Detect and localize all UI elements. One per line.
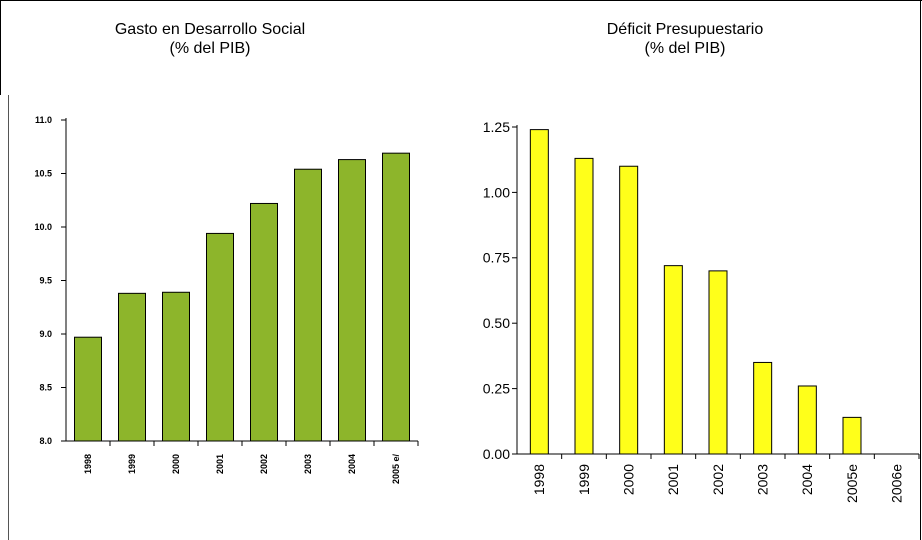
left-chart-y-tick-label: 11.0 xyxy=(35,115,52,125)
right-chart-bar xyxy=(619,165,639,455)
right-chart-x-tick-label: 2000 xyxy=(621,464,637,495)
left-chart-y-tick-label: 9.5 xyxy=(39,276,52,286)
social-spending-chart: 8.0 8.5 9.0 9.5 10.0 10.5 11.0 1998 1999 2000 2001… xyxy=(9,96,421,540)
right-chart-y-tick-label: 0.25 xyxy=(483,381,510,397)
left-chart-bar xyxy=(382,152,410,442)
left-chart-x-tick-label: 1999 xyxy=(127,454,137,474)
right-chart-x-tick-label: 2004 xyxy=(799,464,815,495)
right-chart-y-tick-label: 0.50 xyxy=(483,315,510,331)
left-chart-bar xyxy=(206,232,234,442)
right-chart-bar xyxy=(753,361,773,455)
left-chart-x-tick-label: 2003 xyxy=(303,454,313,474)
right-chart-x-tick-label: 2002 xyxy=(710,464,726,495)
right-chart-subtitle: (% del PIB) xyxy=(644,40,726,57)
right-chart-title: Déficit Presupuestario (% del PIB) xyxy=(520,20,850,58)
right-chart-title-text: Déficit Presupuestario xyxy=(606,21,764,38)
left-chart-x-tick-label: 2005 e/ xyxy=(391,454,401,485)
left-chart-subtitle: (% del PIB) xyxy=(169,40,251,57)
right-chart-bar xyxy=(842,416,862,455)
right-chart-x-tick-label: 2003 xyxy=(755,464,771,495)
right-chart-x-tick-label: 1999 xyxy=(576,464,592,495)
left-chart-x-tick-label: 2000 xyxy=(171,454,181,474)
right-chart-y-tick-label: 0.00 xyxy=(483,446,510,462)
left-chart-bar xyxy=(294,168,322,442)
right-chart-bar xyxy=(529,129,549,455)
left-chart-title-text: Gasto en Desarrollo Social xyxy=(114,21,306,38)
right-chart-y-tick-label: 1.25 xyxy=(483,119,510,135)
left-chart-bar xyxy=(162,291,190,442)
left-chart-bar xyxy=(118,292,146,442)
left-chart-y-tick-label: 8.0 xyxy=(39,436,52,446)
left-chart-x-tick-label: 1998 xyxy=(83,454,93,474)
left-chart-x-tick-label: 2004 xyxy=(347,454,357,474)
left-chart-bar xyxy=(338,159,366,442)
right-chart-bar xyxy=(797,385,817,455)
right-chart-x-tick-label: 2005e xyxy=(844,464,860,503)
left-chart-title: Gasto en Desarrollo Social (% del PIB) xyxy=(40,20,380,58)
left-chart-y-tick-label: 9.0 xyxy=(39,329,52,339)
right-chart-bar xyxy=(663,265,683,455)
left-chart-bar xyxy=(74,336,102,442)
left-chart-x-tick-label: 2002 xyxy=(259,454,269,474)
right-chart-bar xyxy=(574,157,594,455)
right-chart-bar xyxy=(708,270,728,455)
left-chart-y-tick-label: 10.0 xyxy=(34,222,52,232)
left-chart-x-tick-label: 2001 xyxy=(215,454,225,474)
right-chart-x-tick-label: 2001 xyxy=(665,464,681,495)
left-chart-y-tick-label: 10.5 xyxy=(34,169,52,179)
right-chart-x-tick-label: 2006e xyxy=(889,464,905,503)
right-chart-y-tick-label: 0.75 xyxy=(483,250,510,266)
left-chart-y-tick-label: 8.5 xyxy=(39,383,52,393)
right-chart-x-tick-label: 1998 xyxy=(531,464,547,495)
budget-deficit-chart: 0.00 0.25 0.50 0.75 1.00 1.25 1998 1999 2000 2001… xyxy=(440,96,920,540)
left-chart-bar xyxy=(250,202,278,442)
right-chart-y-tick-label: 1.00 xyxy=(483,184,510,200)
